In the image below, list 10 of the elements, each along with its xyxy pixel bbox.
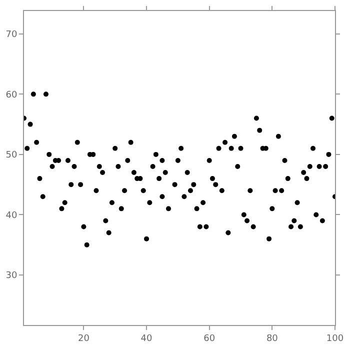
x-tick-label: 40 [140,334,153,344]
y-tick-label: 40 [6,210,18,221]
x-tick-label: 80 [266,334,278,344]
x-tick-label: 20 [78,334,90,344]
y-tick-label: 70 [6,30,18,40]
x-tick-label: 100 [326,334,344,344]
y-tick-label: 30 [6,271,18,282]
y-tick-label: 60 [6,90,18,100]
y-tick-label: 50 [6,150,18,161]
x-tick-label: 60 [204,334,216,344]
